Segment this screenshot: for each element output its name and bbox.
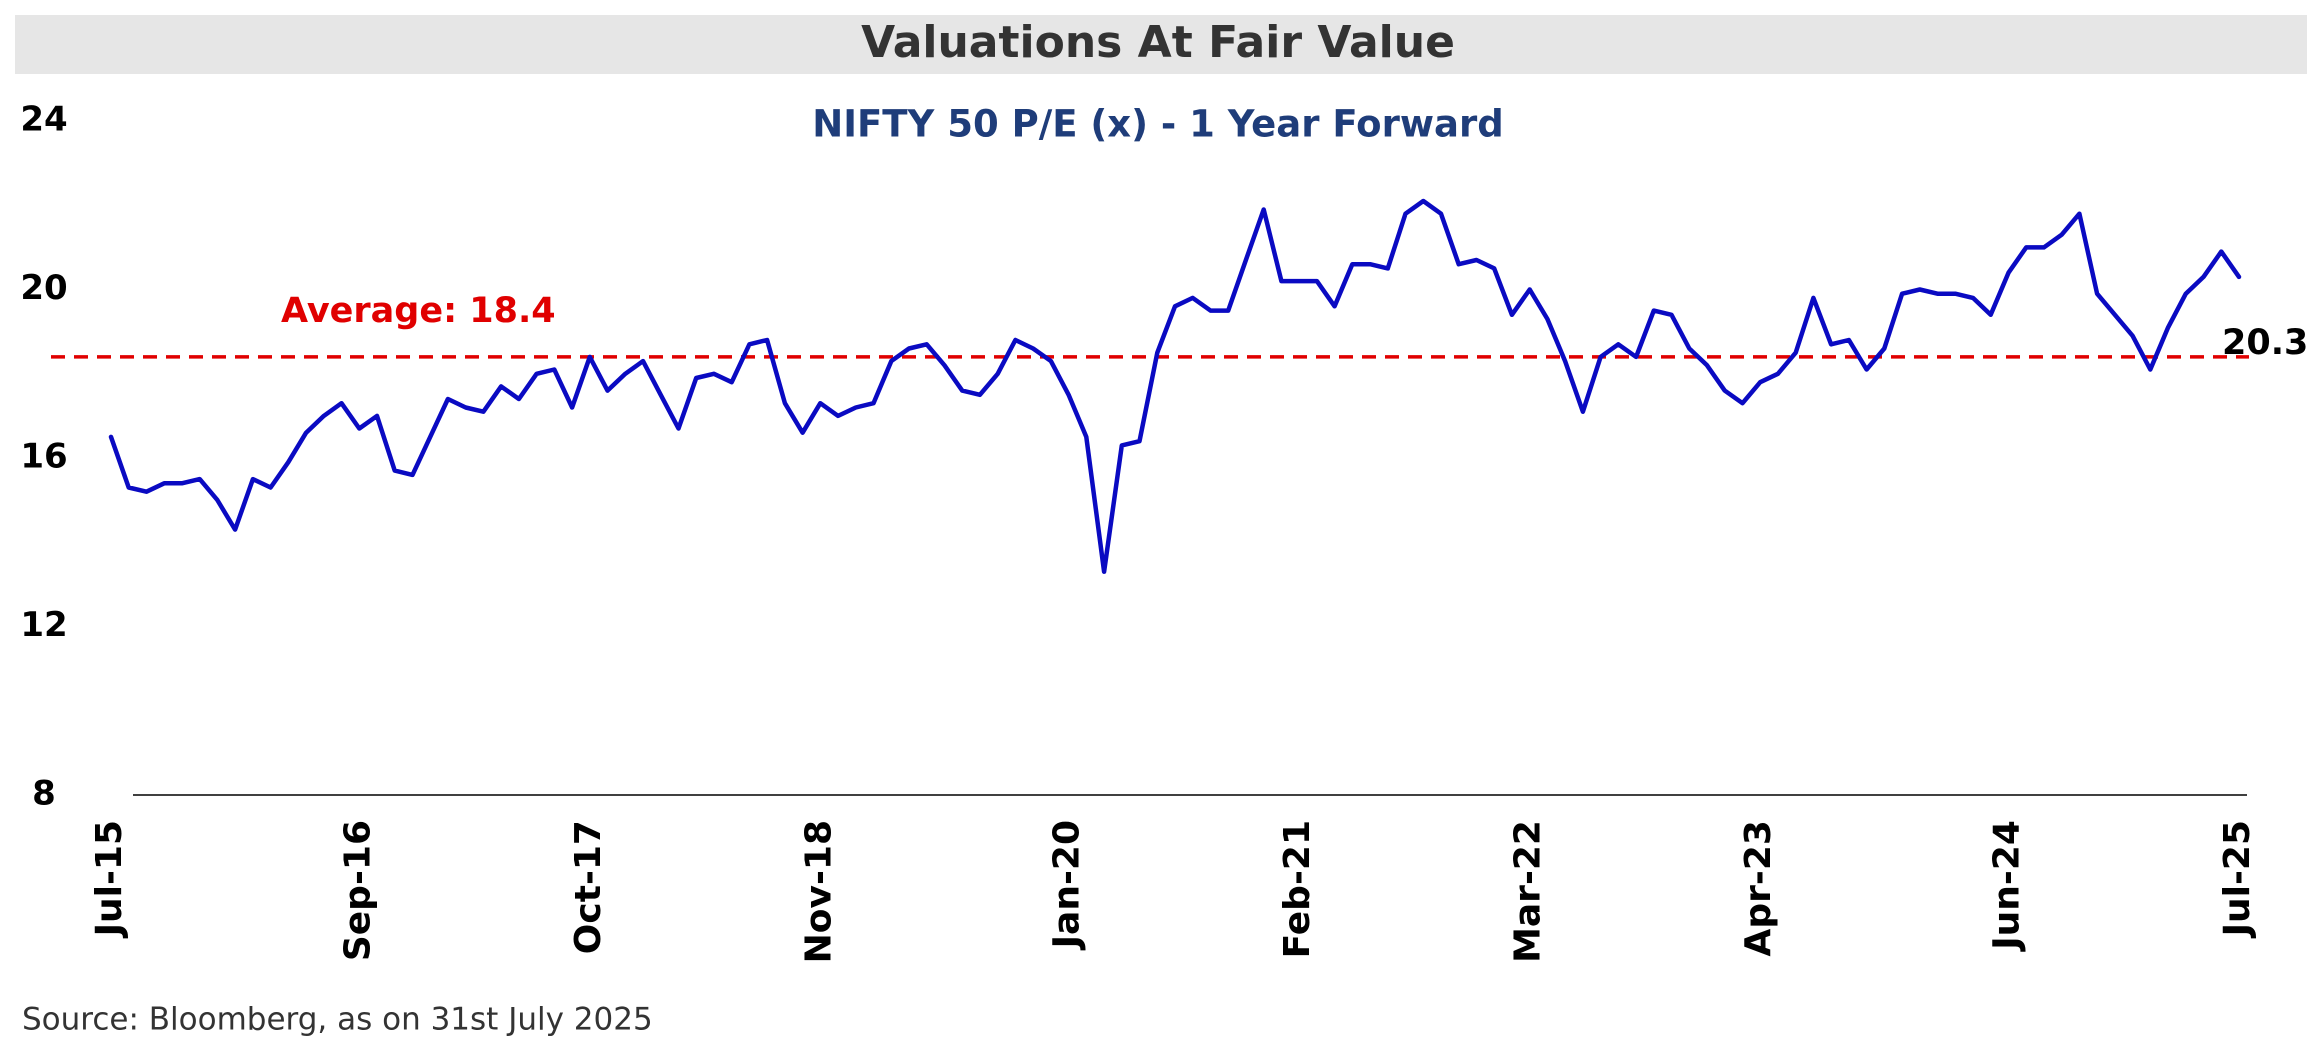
x-tick-label: Feb-21 xyxy=(1277,820,1318,958)
end-value-label: 20.3 xyxy=(2222,323,2308,363)
x-tick-label: Sep-16 xyxy=(337,820,378,961)
y-tick-label: 8 xyxy=(32,774,56,814)
y-tick-label: 24 xyxy=(20,100,67,140)
chart-subtitle: NIFTY 50 P/E (x) - 1 Year Forward xyxy=(812,103,1503,146)
x-tick-label: Jan-20 xyxy=(1047,820,1088,951)
chart-title: Valuations At Fair Value xyxy=(861,17,1455,68)
x-tick-label: Mar-22 xyxy=(1508,820,1549,963)
x-tick-label: Jul-15 xyxy=(89,820,130,939)
x-tick-label: Jun-24 xyxy=(1986,820,2027,953)
x-tick-label: Jul-25 xyxy=(2217,820,2258,939)
y-tick-label: 16 xyxy=(20,437,67,477)
x-tick-label: Apr-23 xyxy=(1738,820,1779,956)
average-label: Average: 18.4 xyxy=(281,291,556,331)
title-bar xyxy=(15,15,2307,74)
source-note: Source: Bloomberg, as on 31st July 2025 xyxy=(22,1002,653,1038)
series-line xyxy=(108,198,2242,574)
y-tick-label: 20 xyxy=(20,268,67,308)
x-tick-label: Oct-17 xyxy=(568,820,609,954)
y-tick-label: 12 xyxy=(20,605,67,645)
x-tick-label: Nov-18 xyxy=(798,820,839,963)
